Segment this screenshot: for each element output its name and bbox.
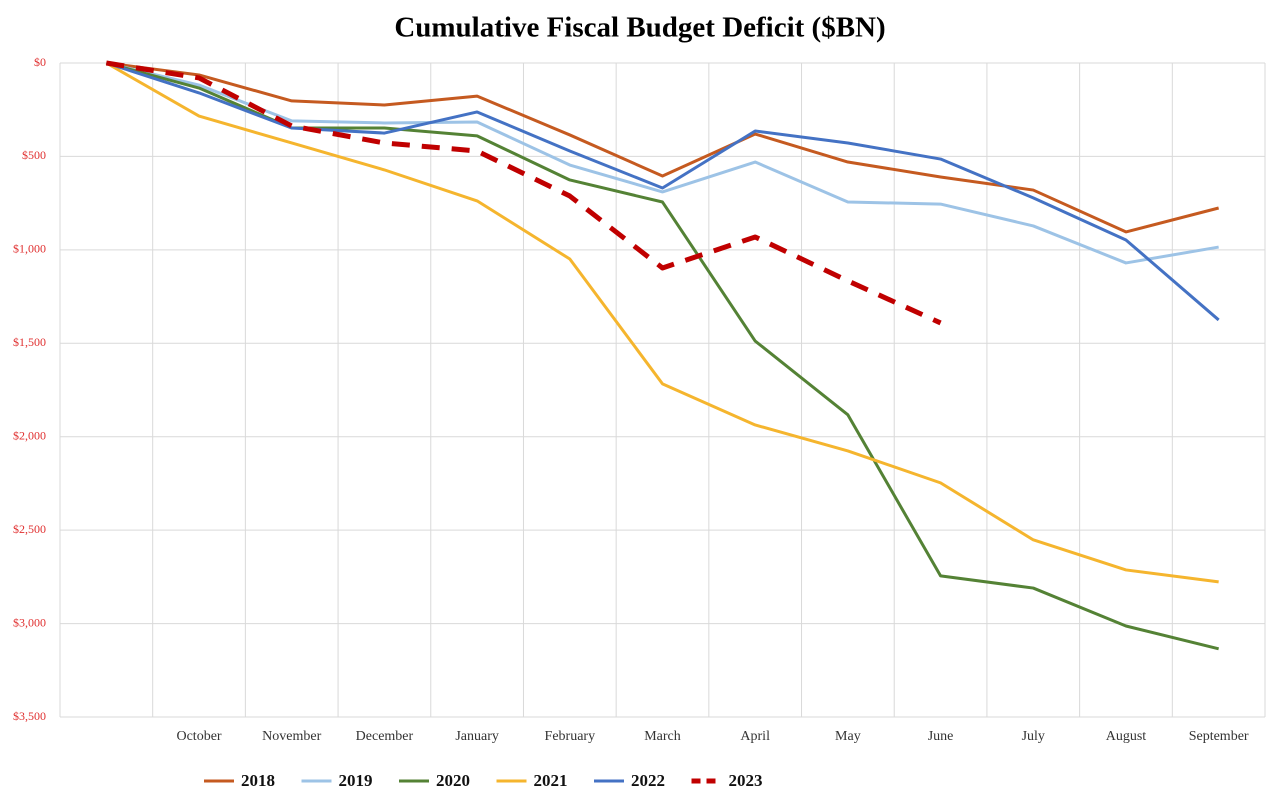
x-tick-label: November [262, 729, 321, 744]
y-tick-label: $3,000 [13, 615, 46, 629]
x-tick-label: January [455, 729, 499, 744]
x-tick-label: April [740, 729, 770, 744]
y-tick-label: $500 [22, 148, 46, 162]
series-line [105, 61, 1220, 651]
x-tick-label: May [835, 729, 861, 744]
x-tick-label: June [928, 729, 954, 744]
legend-label: 2022 [631, 771, 665, 790]
y-tick-label: $0 [34, 55, 46, 69]
series-line [105, 61, 1219, 584]
x-tick-label: October [176, 729, 221, 744]
y-tick-label: $3,500 [13, 709, 46, 723]
chart-title: Cumulative Fiscal Budget Deficit ($BN) [394, 12, 885, 44]
x-tick-label: July [1022, 729, 1045, 744]
legend-label: 2023 [729, 771, 763, 790]
y-tick-label: $1,000 [13, 242, 46, 256]
x-tick-label: August [1106, 729, 1147, 744]
y-tick-label: $2,000 [13, 428, 46, 442]
y-tick-label: $2,500 [13, 522, 46, 536]
legend-label: 2019 [339, 771, 373, 790]
x-tick-label: March [644, 729, 681, 744]
series-line [105, 61, 1220, 322]
x-tick-label: September [1189, 729, 1249, 744]
legend-label: 2020 [436, 771, 470, 790]
series-line [106, 61, 1220, 234]
series-line [105, 61, 1219, 265]
legend-label: 2018 [241, 771, 275, 790]
series-line [105, 60, 942, 326]
legend-label: 2021 [534, 771, 568, 790]
y-tick-label: $1,500 [13, 335, 46, 349]
x-tick-label: February [545, 729, 596, 744]
x-tick-label: December [356, 729, 414, 744]
